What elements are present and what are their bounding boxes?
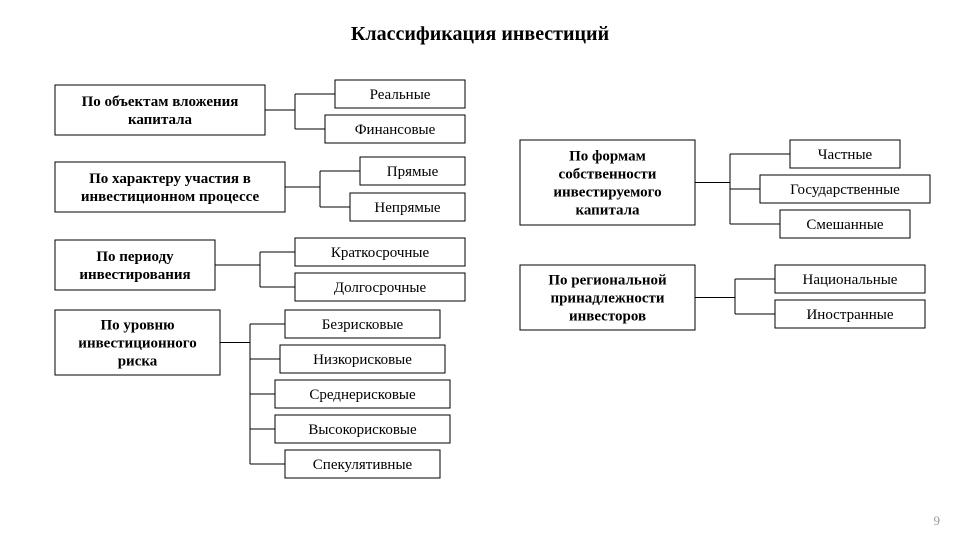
page-title: Классификация инвестиций (351, 23, 609, 45)
category-2-item-0-label: Краткосрочные (331, 245, 430, 261)
category-3-label: По уровню (100, 318, 174, 334)
category-1-item-1-label: Непрямые (374, 200, 440, 216)
category-4-label: По формам (569, 149, 646, 165)
category-0-label: По объектам вложения (82, 94, 239, 110)
page-number: 9 (934, 513, 941, 528)
category-4-item-1-label: Государственные (790, 182, 900, 198)
diagram-canvas: Классификация инвестиций По объектам влож… (0, 0, 960, 540)
category-3-item-3-label: Высокорисковые (308, 422, 417, 438)
category-4-label: капитала (575, 203, 640, 219)
category-5-label: инвесторов (569, 309, 646, 325)
category-3-item-1-label: Низкорисковые (313, 352, 412, 368)
category-4-label: собственности (559, 167, 657, 183)
category-3-item-2-label: Среднерисковые (309, 387, 416, 403)
category-3-label: риска (118, 354, 158, 370)
category-3-item-4-label: Спекулятивные (313, 457, 413, 473)
category-3-label: инвестиционного (78, 336, 196, 352)
category-5-item-0-label: Национальные (803, 272, 898, 288)
category-4-item-2-label: Смешанные (806, 217, 883, 233)
category-0-item-1-label: Финансовые (355, 122, 436, 138)
category-2-item-1-label: Долгосрочные (334, 280, 427, 296)
category-0-item-0-label: Реальные (370, 87, 431, 103)
category-4-label: инвестируемого (553, 185, 661, 201)
category-3-item-0-label: Безрисковые (322, 317, 404, 333)
category-1-label: По характеру участия в (89, 171, 251, 187)
category-0-label: капитала (128, 112, 193, 128)
category-4-item-0-label: Частные (818, 147, 873, 163)
category-1-label: инвестиционном процессе (81, 189, 260, 205)
category-2-label: инвестирования (79, 267, 190, 283)
category-5-item-1-label: Иностранные (806, 307, 893, 323)
category-5-label: принадлежности (550, 291, 664, 307)
category-1-item-0-label: Прямые (387, 164, 439, 180)
category-5-label: По региональной (548, 273, 667, 289)
category-2-label: По периоду (96, 249, 174, 265)
